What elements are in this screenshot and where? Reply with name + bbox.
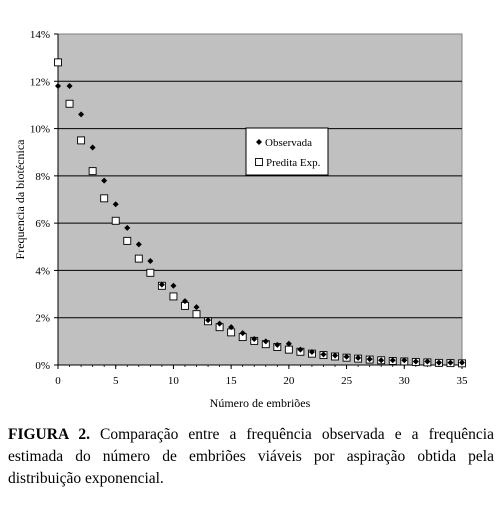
y-axis-ticks: 0% 2% 4% 6% 8% 10% 12% 14% (30, 29, 59, 372)
x-tick-label: 15 (226, 375, 238, 387)
predita-point (284, 345, 293, 354)
observada-point (274, 341, 281, 348)
x-axis-title: Número de embriões (210, 396, 311, 410)
observada-point (78, 111, 85, 118)
observada-point (147, 257, 154, 264)
predita-point (146, 268, 155, 277)
observada-point (170, 282, 177, 289)
observada-point (401, 357, 408, 364)
observada-point (366, 356, 373, 363)
plot-area (57, 33, 463, 366)
y-tick-label: 4% (35, 265, 50, 277)
predita-point (100, 194, 109, 203)
legend-label-predita: Predita Exp. (266, 157, 321, 169)
y-tick-label: 8% (35, 171, 50, 183)
legend-marker-predita (255, 158, 263, 166)
observada-point (216, 320, 223, 327)
observada-point (239, 330, 246, 337)
predita-point (169, 292, 178, 301)
observada-point (297, 346, 304, 353)
observada-point (193, 304, 200, 311)
x-tick-label: 25 (341, 375, 353, 387)
observada-point (158, 281, 165, 288)
x-tick-label: 20 (283, 375, 295, 387)
observada-point (378, 357, 385, 364)
predita-point (77, 136, 86, 145)
predita-point (111, 216, 120, 225)
legend-box (245, 127, 329, 176)
predita-point (134, 254, 143, 263)
observada-point (112, 201, 119, 208)
legend: Observada Predita Exp. (245, 127, 329, 176)
caption-label: FIGURA 2. (8, 426, 90, 443)
observada-point (228, 324, 235, 331)
observada-point (308, 348, 315, 355)
observada-point (424, 358, 431, 365)
y-tick-label: 0% (35, 360, 50, 372)
figure-caption: FIGURA 2. Comparação entre a frequência … (8, 424, 494, 490)
y-axis-title: Frequencia da biotécnica (13, 139, 27, 260)
x-tick-label: 35 (457, 375, 469, 387)
y-tick-label: 10% (30, 124, 50, 136)
observada-point (135, 241, 142, 248)
observada-point (355, 354, 362, 361)
series-points (54, 58, 466, 368)
y-tick-label: 6% (35, 218, 50, 230)
observada-point (101, 177, 108, 184)
observada-point (389, 357, 396, 364)
legend-marker-observada (256, 139, 262, 145)
observada-point (55, 83, 61, 90)
predita-point (65, 99, 74, 108)
observada-point (205, 317, 212, 324)
predita-point (192, 310, 201, 319)
x-tick-label: 10 (168, 375, 180, 387)
observada-point (251, 335, 258, 342)
observada-point (435, 359, 442, 366)
observada-point (343, 353, 350, 360)
legend-label-observada: Observada (265, 137, 312, 149)
observada-point (320, 351, 327, 358)
scatter-chart: 0% 2% 4% 6% 8% 10% 12% 14% 0 5 10 15 20 25 30 35 Frequ… (13, 29, 469, 410)
x-axis-ticks: 0 5 10 15 20 25 30 35 (55, 364, 469, 387)
y-tick-label: 12% (30, 76, 50, 88)
caption-text: Comparação entre a frequência observada … (8, 426, 494, 487)
observada-point (89, 144, 96, 151)
observada-point (412, 358, 419, 365)
x-tick-label: 0 (55, 375, 61, 387)
y-tick-label: 14% (30, 29, 50, 41)
x-tick-label: 30 (399, 375, 411, 387)
observada-point (181, 298, 188, 305)
predita-point (88, 167, 97, 176)
observada-point (124, 224, 131, 231)
observada-point (66, 83, 73, 90)
predita-point (54, 58, 62, 67)
predita-point (123, 236, 132, 245)
observada-point (447, 359, 454, 366)
y-tick-label: 2% (35, 313, 50, 325)
observada-point (459, 359, 465, 366)
x-tick-label: 5 (113, 375, 119, 387)
observada-point (332, 352, 339, 359)
observada-point (285, 340, 292, 347)
observada-point (262, 338, 269, 345)
